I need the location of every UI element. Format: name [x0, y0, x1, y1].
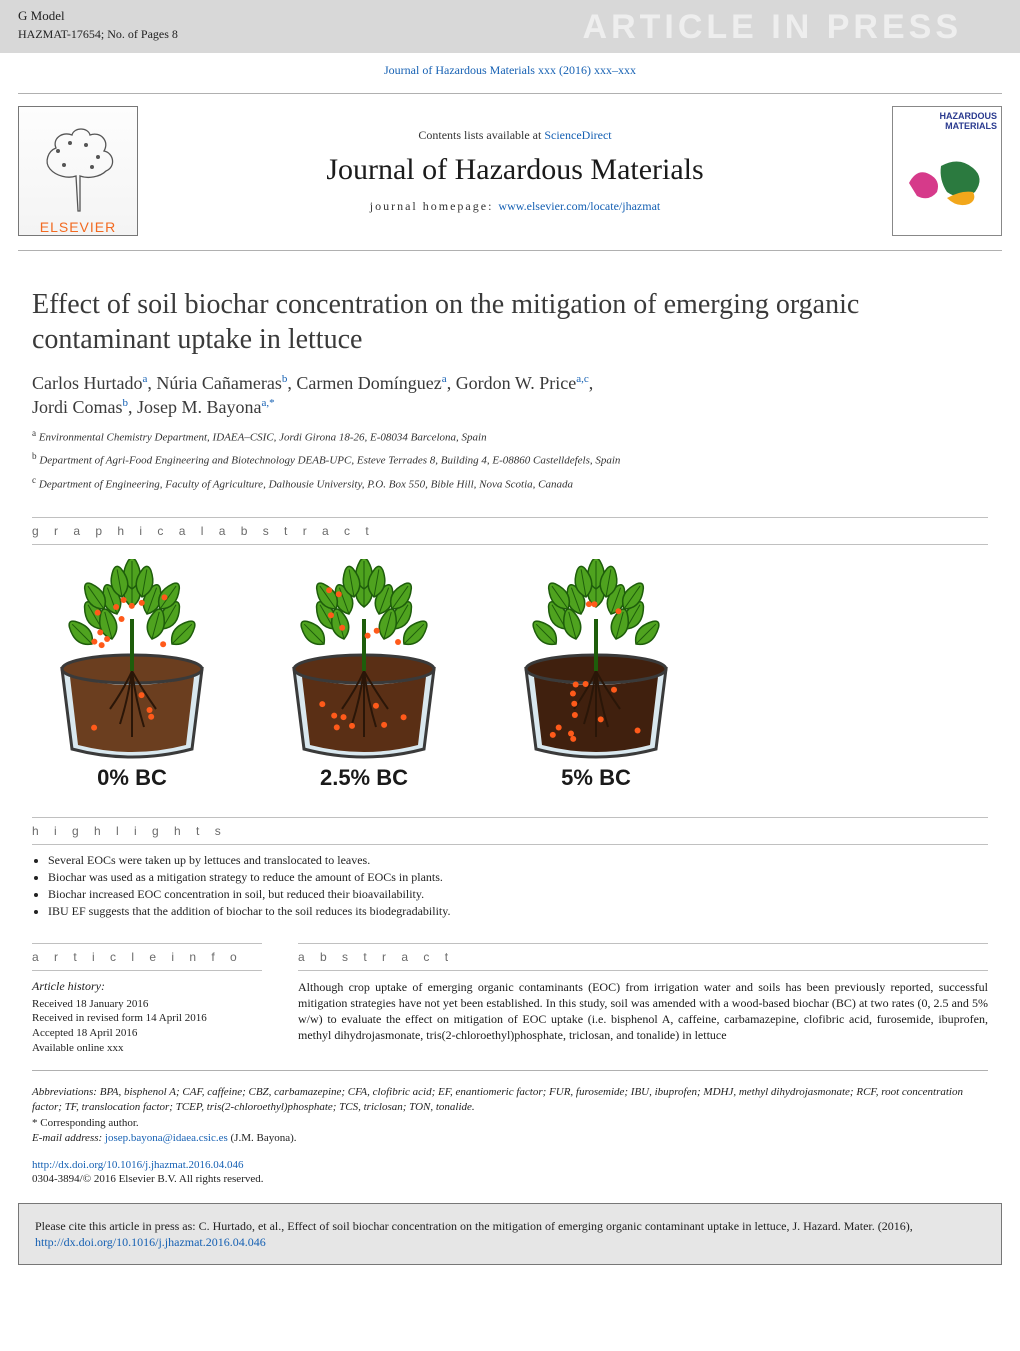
- highlight-item: Biochar was used as a mitigation strateg…: [48, 870, 972, 885]
- abbreviations: Abbreviations: BPA, bisphenol A; CAF, ca…: [32, 1086, 963, 1113]
- g-model-label: G Model: [18, 8, 178, 24]
- author: Núria Cañamerasb: [156, 373, 287, 393]
- homepage-label: journal homepage:: [370, 199, 499, 213]
- elsevier-wordmark: ELSEVIER: [40, 219, 116, 235]
- section-abstract: a b s t r a c t: [298, 943, 988, 971]
- contents-block: ELSEVIER Contents lists available at Sci…: [18, 93, 1002, 251]
- tree-icon: [28, 121, 128, 217]
- journal-cover-thumb: HAZARDOUS MATERIALS: [892, 106, 1002, 236]
- journal-title: Journal of Hazardous Materials: [152, 153, 878, 187]
- journal-link-row: Journal of Hazardous Materials xxx (2016…: [0, 53, 1020, 93]
- footer-abbrev: Abbreviations: BPA, bisphenol A; CAF, ca…: [32, 1085, 988, 1116]
- graphical-abstract: 0% BC 2.5% BC 5% BC: [32, 559, 988, 791]
- doi-link[interactable]: http://dx.doi.org/10.1016/j.jhazmat.2016…: [32, 1159, 244, 1171]
- pot: 5% BC: [496, 559, 696, 791]
- info-abstract-row: Article history: Received 18 January 201…: [32, 979, 988, 1056]
- cover-thumb-title: HAZARDOUS MATERIALS: [893, 107, 1001, 131]
- article-info-column: Article history: Received 18 January 201…: [32, 979, 262, 1056]
- available-prefix: Contents lists available at: [418, 128, 544, 142]
- affiliation-b: b Department of Agri-Food Engineering an…: [32, 451, 988, 467]
- hazmat-code: HAZMAT-17654; No. of Pages 8: [18, 27, 178, 41]
- pot: 2.5% BC: [264, 559, 464, 791]
- author: Carlos Hurtadoa: [32, 373, 147, 393]
- footer-corresponding: * Corresponding author.: [32, 1116, 988, 1131]
- pot-label: 2.5% BC: [320, 765, 408, 791]
- world-map-icon: [893, 131, 1001, 235]
- article-in-press-banner: ARTICLE IN PRESS: [583, 8, 962, 47]
- contents-available: Contents lists available at ScienceDirec…: [152, 128, 878, 143]
- citation-box: Please cite this article in press as: C.…: [18, 1203, 1002, 1265]
- affiliation-a: a Environmental Chemistry Department, ID…: [32, 428, 988, 444]
- article-info-line: Accepted 18 April 2016: [32, 1026, 262, 1041]
- author: Jordi Comasb: [32, 397, 128, 417]
- highlight-item: Biochar increased EOC concentration in s…: [48, 887, 972, 902]
- doi-line: http://dx.doi.org/10.1016/j.jhazmat.2016…: [32, 1159, 988, 1171]
- page: G Model HAZMAT-17654; No. of Pages 8 ART…: [0, 0, 1020, 1265]
- section-graphical-abstract: g r a p h i c a l a b s t r a c t: [32, 517, 988, 545]
- top-bar-left: G Model HAZMAT-17654; No. of Pages 8: [18, 8, 178, 42]
- sciencedirect-link[interactable]: ScienceDirect: [544, 128, 611, 142]
- pot: 0% BC: [32, 559, 232, 791]
- section-article-info: a r t i c l e i n f o: [32, 943, 262, 971]
- pot-label: 5% BC: [561, 765, 631, 791]
- email-tail: (J.M. Bayona).: [228, 1132, 297, 1144]
- article-info-line: Available online xxx: [32, 1041, 262, 1056]
- email-label: E-mail address:: [32, 1132, 105, 1144]
- author: Josep M. Bayonaa,*: [137, 397, 275, 417]
- author: Carmen Domíngueza: [296, 373, 446, 393]
- highlight-item: Several EOCs were taken up by lettuces a…: [48, 853, 972, 868]
- journal-homepage: journal homepage: www.elsevier.com/locat…: [152, 199, 878, 214]
- author: Gordon W. Pricea,c: [456, 373, 589, 393]
- journal-link[interactable]: Journal of Hazardous Materials xxx (2016…: [384, 63, 636, 77]
- highlight-item: IBU EF suggests that the addition of bio…: [48, 904, 972, 919]
- pot-label: 0% BC: [97, 765, 167, 791]
- authors-list: Carlos Hurtadoa, Núria Cañamerasb, Carme…: [32, 371, 988, 420]
- citation-doi-link[interactable]: http://dx.doi.org/10.1016/j.jhazmat.2016…: [35, 1235, 266, 1249]
- email-link[interactable]: josep.bayona@idaea.csic.es: [105, 1132, 228, 1144]
- article-info-line: Received in revised form 14 April 2016: [32, 1011, 262, 1026]
- affiliation-c: c Department of Engineering, Faculty of …: [32, 475, 988, 491]
- abstract-column: Although crop uptake of emerging organic…: [298, 979, 988, 1056]
- abstract-text: Although crop uptake of emerging organic…: [298, 979, 988, 1044]
- top-bar: G Model HAZMAT-17654; No. of Pages 8 ART…: [0, 0, 1020, 53]
- divider: [32, 1070, 988, 1071]
- highlights-list: Several EOCs were taken up by lettuces a…: [48, 853, 972, 919]
- elsevier-tree-logo: ELSEVIER: [18, 106, 138, 236]
- section-highlights: h i g h l i g h t s: [32, 817, 988, 845]
- homepage-url[interactable]: www.elsevier.com/locate/jhazmat: [498, 199, 660, 213]
- article-history-header: Article history:: [32, 979, 262, 994]
- article-info-line: Received 18 January 2016: [32, 997, 262, 1012]
- article-title: Effect of soil biochar concentration on …: [32, 287, 988, 357]
- copyright: 0304-3894/© 2016 Elsevier B.V. All right…: [32, 1173, 988, 1185]
- citation-text: Please cite this article in press as: C.…: [35, 1219, 913, 1233]
- contents-center: Contents lists available at ScienceDirec…: [152, 128, 878, 214]
- footer-email: E-mail address: josep.bayona@idaea.csic.…: [32, 1131, 988, 1146]
